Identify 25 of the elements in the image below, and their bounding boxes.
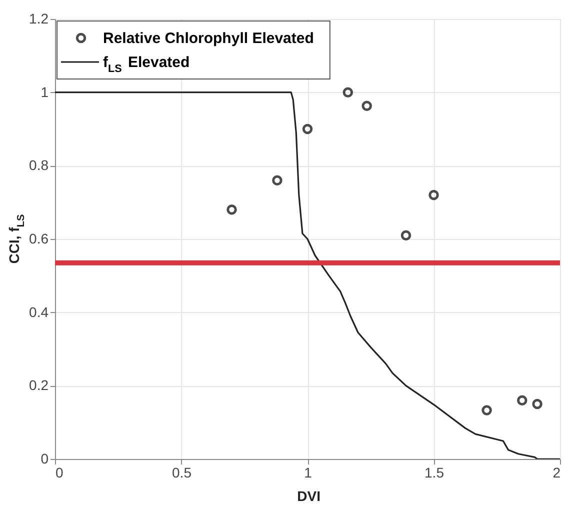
point — [362, 100, 372, 112]
y-tick-label: 1 — [40, 84, 49, 100]
point — [482, 405, 492, 416]
point — [272, 175, 282, 186]
y-tick-label: 0.4 — [29, 304, 49, 320]
x-tick-label: 0.5 — [172, 464, 192, 480]
x-axis-title: DVI — [297, 488, 320, 504]
x-tick-label: 1 — [304, 464, 312, 480]
y-tick-label: 0.6 — [29, 230, 49, 246]
y-tick-label: 0.2 — [29, 377, 49, 394]
y-tick-label: 1.2 — [29, 10, 49, 26]
point — [342, 87, 354, 98]
point — [400, 230, 412, 240]
y-tick-label: 0 — [40, 450, 49, 466]
x-tick-label: 0 — [56, 464, 64, 480]
point — [517, 395, 528, 406]
y-tick-label: 0.8 — [29, 157, 49, 174]
x-tick-label: 1.5 — [424, 464, 444, 480]
y-axis-title: CCI, fLS — [6, 214, 27, 264]
point — [428, 190, 439, 200]
point — [226, 204, 237, 215]
point — [532, 398, 542, 410]
point — [302, 124, 313, 134]
legend-label: Relative Chlorophyll Elevated — [103, 30, 314, 47]
x-tick-label: 2 — [552, 464, 561, 480]
